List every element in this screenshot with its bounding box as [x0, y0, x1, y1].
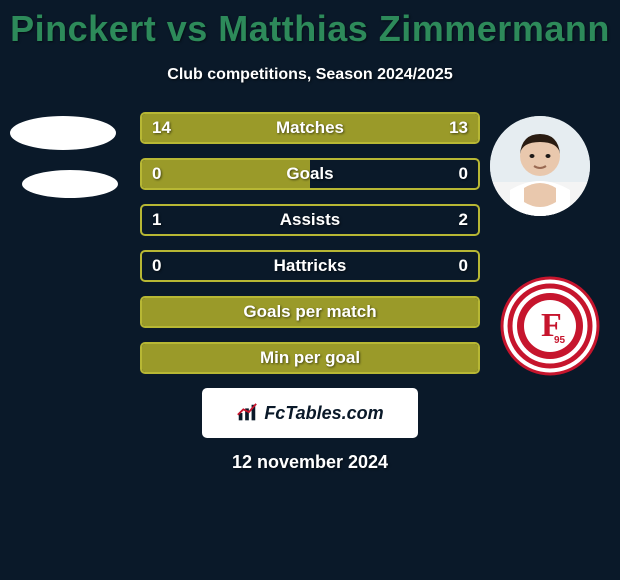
stat-row: 1413Matches	[140, 112, 480, 144]
comparison-stage: F 95 1413Matches 00Goals 12Assists 00Hattri…	[0, 98, 620, 538]
stat-label: Min per goal	[142, 344, 478, 372]
stat-label: Hattricks	[142, 252, 478, 280]
svg-text:95: 95	[554, 335, 566, 346]
subtitle: Club competitions, Season 2024/2025	[0, 66, 620, 84]
stat-label: Goals per match	[142, 298, 478, 326]
footer-chip: FcTables.com	[202, 388, 418, 438]
footer-chip-text: FcTables.com	[264, 403, 383, 424]
stat-bars: 1413Matches 00Goals 12Assists 00Hattricks Go…	[140, 112, 480, 388]
page-title: Pinckert vs Matthias Zimmermann	[0, 0, 620, 50]
stat-label: Assists	[142, 206, 478, 234]
stat-row: Min per goal	[140, 342, 480, 374]
stat-row: Goals per match	[140, 296, 480, 328]
stat-row: 12Assists	[140, 204, 480, 236]
stat-row: 00Goals	[140, 158, 480, 190]
club-badge: F 95	[500, 276, 600, 376]
player-left-avatar-top	[10, 116, 116, 150]
player-left-avatar-bottom	[22, 170, 118, 198]
stat-label: Goals	[142, 160, 478, 188]
stat-label: Matches	[142, 114, 478, 142]
chart-icon	[236, 402, 258, 424]
stat-row: 00Hattricks	[140, 250, 480, 282]
footer-date: 12 november 2024	[0, 452, 620, 473]
player-right-avatar	[490, 116, 590, 216]
